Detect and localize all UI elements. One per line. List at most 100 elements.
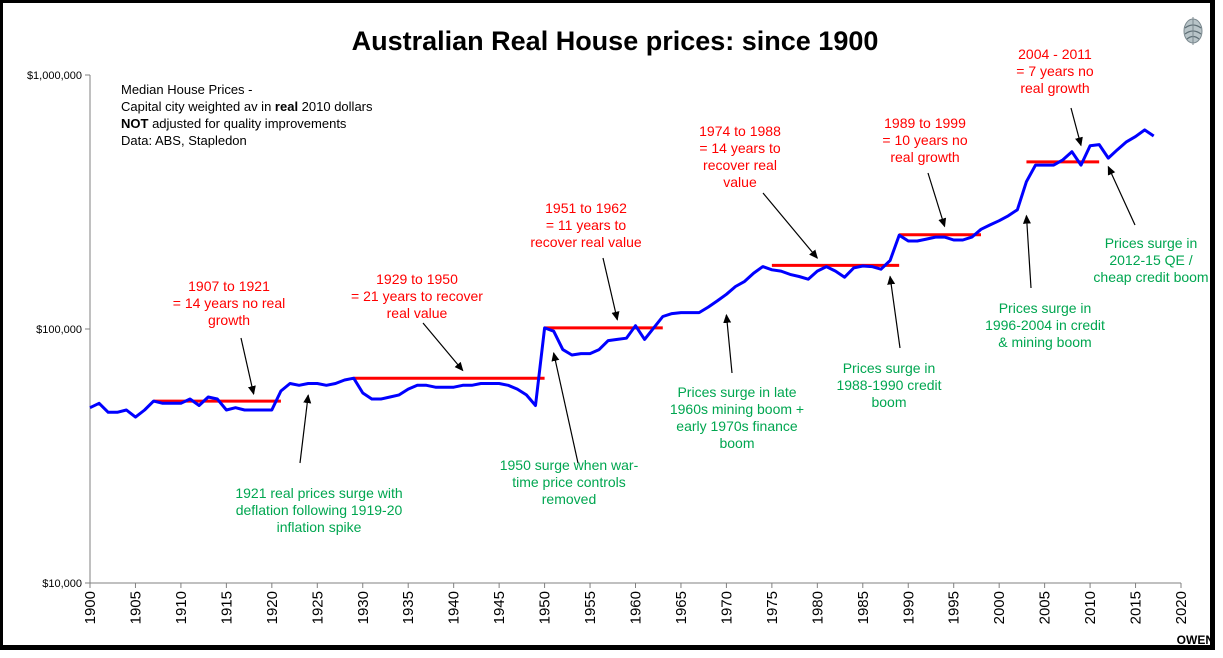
annotation-line: cheap credit boom [1093, 269, 1208, 285]
annotation-arrow [887, 275, 901, 349]
annotation-arrow [762, 192, 818, 259]
annotation-a1989: 1989 to 1999 = 10 years no real growth [882, 115, 967, 165]
note-line-4: Data: ABS, Stapledon [121, 133, 247, 148]
chart-svg: Australian Real House prices: since 1900… [27, 17, 1214, 647]
annotation-line: removed [542, 491, 596, 507]
annotation-g1960s: Prices surge in late 1960s mining boom + e… [670, 384, 804, 451]
x-tick-label: 2010 [1082, 591, 1099, 624]
annotation-line: = 11 years to [546, 217, 627, 233]
annotation-line: deflation following 1919-20 [236, 502, 403, 518]
y-tick-label: $1,000,000 [27, 70, 82, 82]
annotation-arrow [1107, 165, 1136, 226]
x-tick-label: 1905 [127, 591, 144, 624]
annotation-line: time price controls [512, 474, 626, 490]
annotation-line: growth [208, 312, 250, 328]
annotation-line: 1907 to 1921 [188, 278, 270, 294]
annotation-line: 1921 real prices surge with [235, 485, 402, 501]
x-tick-label: 2015 [1128, 591, 1145, 624]
x-tick-label: 1945 [491, 591, 508, 624]
annotation-line: recover real [703, 157, 777, 173]
x-tick-label: 1940 [446, 591, 463, 624]
note-line-1: Median House Prices - [121, 82, 253, 97]
annotation-g1988: Prices surge in 1988-1990 credit boom [836, 360, 941, 410]
x-tick-label: 1930 [355, 591, 372, 624]
series-line [89, 128, 1155, 419]
x-tick-label: 1955 [582, 591, 599, 624]
x-tick-label: 2020 [1173, 591, 1190, 624]
annotation-line: = 7 years no [1016, 63, 1094, 79]
annotation-arrow [551, 351, 579, 464]
globe-logo-icon [1183, 17, 1203, 45]
x-tick-label: 1975 [764, 591, 781, 624]
annotation-line: = 14 years no real [173, 295, 285, 311]
x-tick-label: 1980 [809, 591, 826, 624]
y-tick-label: $10,000 [42, 578, 82, 590]
annotation-line: Prices surge in late [677, 384, 796, 400]
annotation-line: 1996-2004 in credit [985, 317, 1105, 333]
annotation-arrow [299, 394, 312, 464]
annotation-a1929: 1929 to 1950 = 21 years to recover real va… [351, 271, 483, 321]
annotation-line: recover real value [530, 234, 641, 250]
axes [85, 74, 1182, 588]
y-axis-labels: $1,000,000 $100,000 $10,000 [27, 70, 82, 590]
annotation-line: Prices surge in [999, 300, 1092, 316]
x-tick-label: 1965 [673, 591, 690, 624]
annotation-line: early 1970s finance [676, 418, 798, 434]
annotation-line: 1989 to 1999 [884, 115, 966, 131]
annotation-line: 1929 to 1950 [376, 271, 458, 287]
annotation-line: 2004 - 2011 [1018, 46, 1092, 62]
annotation-g1996: Prices surge in 1996-2004 in credit & mini… [985, 300, 1105, 350]
note-line-3: NOT adjusted for quality improvements [121, 116, 347, 131]
annotation-line: value [723, 174, 757, 190]
x-tick-label: 1970 [718, 591, 735, 624]
annotation-arrow [1070, 107, 1083, 147]
x-tick-label: 1995 [946, 591, 963, 624]
annotation-line: 1974 to 1988 [699, 123, 781, 139]
annotation-line: Prices surge in [1105, 235, 1198, 251]
annotation-line: real value [387, 305, 448, 321]
x-tick-label: 1900 [82, 591, 99, 624]
chart-title: Australian Real House prices: since 1900 [352, 26, 879, 56]
annotation-arrow [723, 313, 733, 374]
annotation-arrow [422, 322, 464, 372]
annotation-g2012: Prices surge in 2012-15 QE / cheap credit … [1093, 235, 1208, 285]
note-line-2: Capital city weighted av in real 2010 do… [121, 99, 373, 114]
annotation-g1950: 1950 surge when war-time price controls r… [500, 457, 639, 507]
x-tick-label: 1950 [537, 591, 554, 624]
annotation-a2004: 2004 - 2011 = 7 years no real growth [1016, 46, 1094, 96]
annotation-line: boom [871, 394, 906, 410]
annotation-a1907: 1907 to 1921 = 14 years no real growth [173, 278, 285, 328]
x-tick-label: 1920 [264, 591, 281, 624]
source-label: OWEN [1177, 633, 1214, 647]
annotation-line: = 14 years to [699, 140, 781, 156]
annotation-a1974: 1974 to 1988 = 14 years to recover real val… [699, 123, 781, 190]
x-tick-label: 1915 [218, 591, 235, 624]
x-tick-label: 1935 [400, 591, 417, 624]
annotation-line: real growth [1020, 80, 1089, 96]
annotation-g1921: 1921 real prices surge with deflation fol… [235, 485, 402, 535]
annotation-arrow [602, 257, 620, 321]
chart-note: Median House Prices - Capital city weigh… [121, 82, 373, 148]
x-tick-label: 1910 [173, 591, 190, 624]
annotation-a1951: 1951 to 1962 = 11 years to recover real va… [530, 200, 641, 250]
annotation-line: 1960s mining boom + [670, 401, 804, 417]
x-axis-labels: 1900 1905 1910 1915 1920 1925 1930 1935 1940 1945… [82, 591, 1190, 624]
x-tick-label: 1925 [309, 591, 326, 624]
reference-lines [153, 160, 1100, 403]
y-tick-label: $100,000 [36, 324, 82, 336]
annotation-line: 1951 to 1962 [545, 200, 627, 216]
annotation-line: = 10 years no [882, 132, 967, 148]
annotation-line: Prices surge in [843, 360, 936, 376]
x-tick-label: 1985 [855, 591, 872, 624]
annotation-line: = 21 years to recover [351, 288, 483, 304]
annotation-line: inflation spike [277, 519, 362, 535]
price-series-line [89, 128, 1155, 419]
annotation-arrow [1022, 214, 1032, 289]
annotation-arrow [240, 337, 256, 396]
annotation-arrow [927, 172, 947, 228]
annotation-line: boom [719, 435, 754, 451]
x-tick-label: 2005 [1037, 591, 1054, 624]
x-tick-label: 1960 [628, 591, 645, 624]
annotation-line: 1950 surge when war- [500, 457, 639, 473]
